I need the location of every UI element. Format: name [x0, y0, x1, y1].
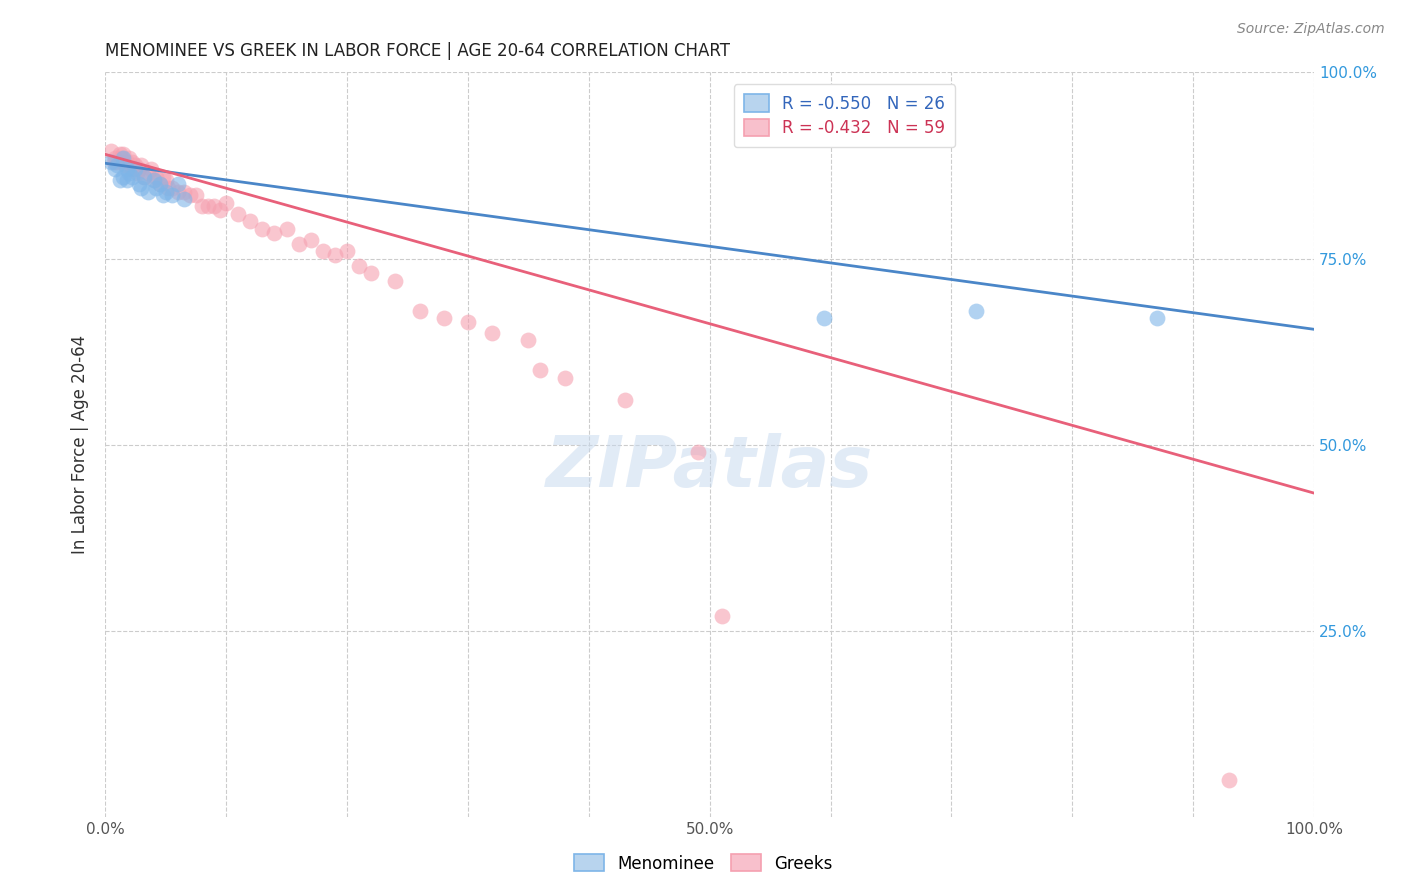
Point — [155, 185, 177, 199]
Point — [136, 166, 159, 180]
Point — [115, 162, 138, 177]
Point — [149, 177, 172, 191]
Point — [149, 177, 172, 191]
Point — [141, 162, 163, 177]
Point — [614, 392, 637, 407]
Legend: R = -0.550   N = 26, R = -0.432   N = 59: R = -0.550 N = 26, R = -0.432 N = 59 — [734, 85, 955, 147]
Text: Source: ZipAtlas.com: Source: ZipAtlas.com — [1237, 22, 1385, 37]
Point — [312, 244, 335, 259]
Point — [1146, 311, 1168, 326]
Point — [173, 192, 195, 206]
Point — [104, 151, 127, 165]
Point — [517, 334, 540, 348]
Point — [276, 221, 298, 235]
Point — [336, 244, 359, 259]
Point — [813, 311, 835, 326]
Point — [108, 173, 131, 187]
Point — [121, 169, 143, 184]
Point — [112, 151, 135, 165]
Point — [360, 267, 382, 281]
Point — [155, 173, 177, 187]
Point — [104, 162, 127, 177]
Point — [197, 199, 219, 213]
Point — [121, 154, 143, 169]
Point — [408, 303, 430, 318]
Point — [686, 445, 709, 459]
Point — [152, 169, 174, 184]
Point — [115, 154, 138, 169]
Point — [112, 169, 135, 184]
Point — [166, 185, 188, 199]
Point — [152, 188, 174, 202]
Point — [128, 177, 150, 191]
Point — [184, 188, 207, 202]
Point — [100, 154, 122, 169]
Point — [112, 147, 135, 161]
Point — [157, 181, 180, 195]
Point — [145, 169, 167, 184]
Point — [529, 363, 551, 377]
Point — [125, 166, 148, 180]
Point — [115, 173, 138, 187]
Point — [226, 207, 249, 221]
Point — [160, 188, 183, 202]
Point — [384, 274, 406, 288]
Point — [110, 151, 132, 165]
Text: ZIPatlas: ZIPatlas — [546, 433, 873, 501]
Point — [215, 195, 238, 210]
Point — [481, 326, 503, 340]
Point — [108, 147, 131, 161]
Point — [191, 199, 214, 213]
Point — [124, 159, 146, 173]
Point — [554, 370, 576, 384]
Point — [145, 181, 167, 195]
Point — [323, 248, 346, 262]
Point — [105, 159, 128, 173]
Point — [457, 315, 479, 329]
Point — [142, 173, 165, 187]
Point — [132, 169, 155, 184]
Point — [103, 154, 125, 169]
Point — [132, 169, 155, 184]
Point — [173, 185, 195, 199]
Point — [299, 233, 322, 247]
Point — [209, 203, 232, 218]
Point — [1218, 772, 1240, 787]
Point — [710, 609, 733, 624]
Point — [131, 159, 153, 173]
Point — [124, 162, 146, 177]
Legend: Menominee, Greeks: Menominee, Greeks — [567, 847, 839, 880]
Point — [239, 214, 262, 228]
Point — [263, 226, 285, 240]
Point — [105, 154, 128, 169]
Point — [118, 166, 141, 180]
Point — [136, 185, 159, 199]
Point — [433, 311, 456, 326]
Point — [252, 221, 274, 235]
Point — [114, 159, 136, 173]
Y-axis label: In Labor Force | Age 20-64: In Labor Force | Age 20-64 — [72, 335, 89, 554]
Point — [965, 303, 987, 318]
Point — [166, 177, 188, 191]
Point — [128, 162, 150, 177]
Point — [118, 151, 141, 165]
Point — [160, 181, 183, 195]
Point — [121, 162, 143, 177]
Point — [131, 181, 153, 195]
Text: MENOMINEE VS GREEK IN LABOR FORCE | AGE 20-64 CORRELATION CHART: MENOMINEE VS GREEK IN LABOR FORCE | AGE … — [105, 42, 730, 60]
Point — [179, 188, 201, 202]
Point — [347, 259, 370, 273]
Point — [142, 173, 165, 187]
Point — [202, 199, 225, 213]
Point — [100, 144, 122, 158]
Point — [287, 236, 309, 251]
